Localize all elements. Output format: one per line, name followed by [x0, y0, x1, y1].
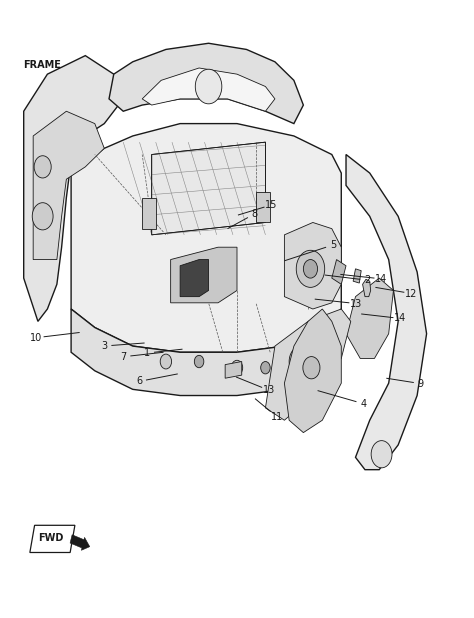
Circle shape	[261, 362, 270, 374]
Polygon shape	[109, 43, 303, 124]
Text: 11: 11	[271, 412, 283, 421]
Text: 4: 4	[360, 399, 366, 408]
Text: 2: 2	[364, 275, 371, 285]
Polygon shape	[332, 260, 346, 284]
Polygon shape	[152, 142, 265, 235]
Circle shape	[32, 203, 53, 230]
Text: 13: 13	[263, 385, 275, 396]
Polygon shape	[363, 279, 371, 297]
Polygon shape	[142, 198, 156, 229]
Text: 8: 8	[251, 209, 257, 219]
Text: 9: 9	[418, 379, 424, 389]
Text: 7: 7	[120, 352, 127, 362]
Polygon shape	[346, 154, 427, 470]
Circle shape	[231, 360, 243, 375]
Polygon shape	[180, 260, 209, 297]
Text: 14: 14	[394, 313, 407, 323]
Circle shape	[194, 355, 204, 368]
Polygon shape	[24, 56, 123, 321]
Polygon shape	[346, 278, 393, 358]
Text: 10: 10	[30, 332, 43, 342]
Circle shape	[296, 250, 325, 287]
Circle shape	[371, 441, 392, 468]
Polygon shape	[353, 269, 361, 283]
Text: 14: 14	[375, 274, 388, 284]
Circle shape	[289, 346, 313, 377]
Text: 1: 1	[144, 348, 150, 358]
Circle shape	[288, 354, 300, 369]
Polygon shape	[71, 124, 341, 352]
Polygon shape	[265, 309, 351, 420]
Text: 6: 6	[136, 376, 142, 386]
Text: 3: 3	[101, 341, 107, 351]
Circle shape	[303, 260, 318, 278]
Polygon shape	[171, 247, 237, 303]
Polygon shape	[30, 525, 75, 552]
Polygon shape	[71, 309, 341, 396]
Circle shape	[195, 69, 222, 104]
Text: 12: 12	[405, 289, 418, 298]
Polygon shape	[284, 222, 341, 309]
Polygon shape	[256, 192, 270, 222]
Circle shape	[160, 354, 172, 369]
Text: FWD: FWD	[38, 533, 64, 543]
FancyArrow shape	[70, 535, 90, 550]
Polygon shape	[284, 309, 341, 433]
Text: 5: 5	[330, 240, 336, 250]
Polygon shape	[142, 68, 275, 111]
Circle shape	[34, 156, 51, 178]
Circle shape	[303, 357, 320, 379]
Polygon shape	[33, 111, 104, 260]
Text: 15: 15	[265, 200, 278, 210]
Text: 13: 13	[350, 298, 363, 308]
Polygon shape	[225, 362, 242, 378]
Text: FRAME: FRAME	[23, 60, 61, 70]
